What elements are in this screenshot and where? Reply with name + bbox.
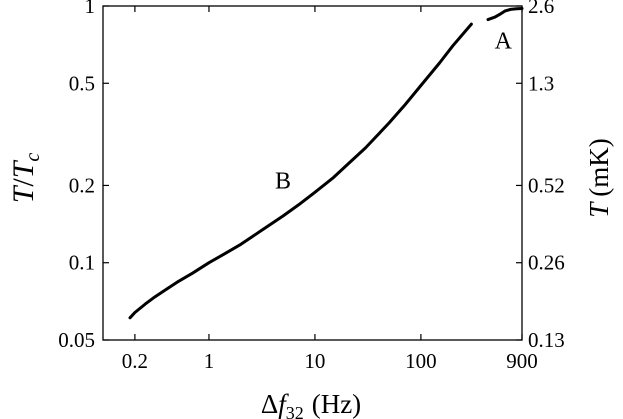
y-axis-title-sub: c: [22, 153, 44, 162]
left-tick-label: 1: [85, 0, 96, 18]
bottom-axis-ticks: 0.2 1 10 100 900: [122, 6, 538, 373]
right-axis-title: T (mK): [584, 138, 614, 218]
bottom-tick-label: 0.2: [122, 349, 148, 373]
right-tick-label: 2.6: [528, 0, 554, 18]
series-line-A: [486, 7, 524, 22]
left-tick-label: 0.5: [69, 71, 95, 95]
left-tick-label: 0.05: [58, 328, 95, 352]
region-label-B: B: [275, 169, 291, 195]
plot-frame: [102, 5, 523, 341]
right-axis-title-unit: (mK): [584, 138, 614, 196]
bottom-tick-label: 10: [304, 349, 325, 373]
series-layer: [128, 7, 524, 320]
x-axis-title-sub: 32: [286, 403, 304, 419]
right-axis-ticks: 0.13 0.26 0.52 1.3 2.6: [516, 0, 565, 352]
annotation-layer: AB: [275, 28, 513, 194]
x-axis-title: Δf32 (Hz): [261, 389, 361, 419]
series-line-B: [128, 22, 473, 320]
left-axis-ticks: 0.05 0.1 0.2 0.5 1: [58, 0, 109, 352]
right-tick-label: 0.26: [528, 251, 565, 275]
y-axis-title: T/Tc: [7, 153, 44, 204]
y-axis-title-var2: T: [7, 159, 40, 178]
right-tick-label: 0.52: [528, 173, 565, 197]
left-tick-label: 0.2: [69, 173, 95, 197]
y-axis-title-var: T: [7, 184, 40, 203]
x-axis-title-var: f: [278, 389, 289, 419]
right-axis-title-var: T: [584, 201, 614, 218]
x-axis-title-delta: Δ: [261, 389, 278, 419]
right-tick-label: 1.3: [528, 71, 554, 95]
left-tick-label: 0.1: [69, 251, 95, 275]
bottom-tick-label: 900: [506, 349, 538, 373]
bottom-tick-label: 1: [204, 349, 215, 373]
y-axis-title-slash: /: [7, 178, 40, 187]
bottom-tick-label: 100: [405, 349, 437, 373]
right-tick-label: 0.13: [528, 328, 565, 352]
x-axis-title-unit: (Hz): [312, 389, 361, 419]
plot-area-border: [102, 5, 523, 341]
region-label-A: A: [495, 28, 513, 54]
